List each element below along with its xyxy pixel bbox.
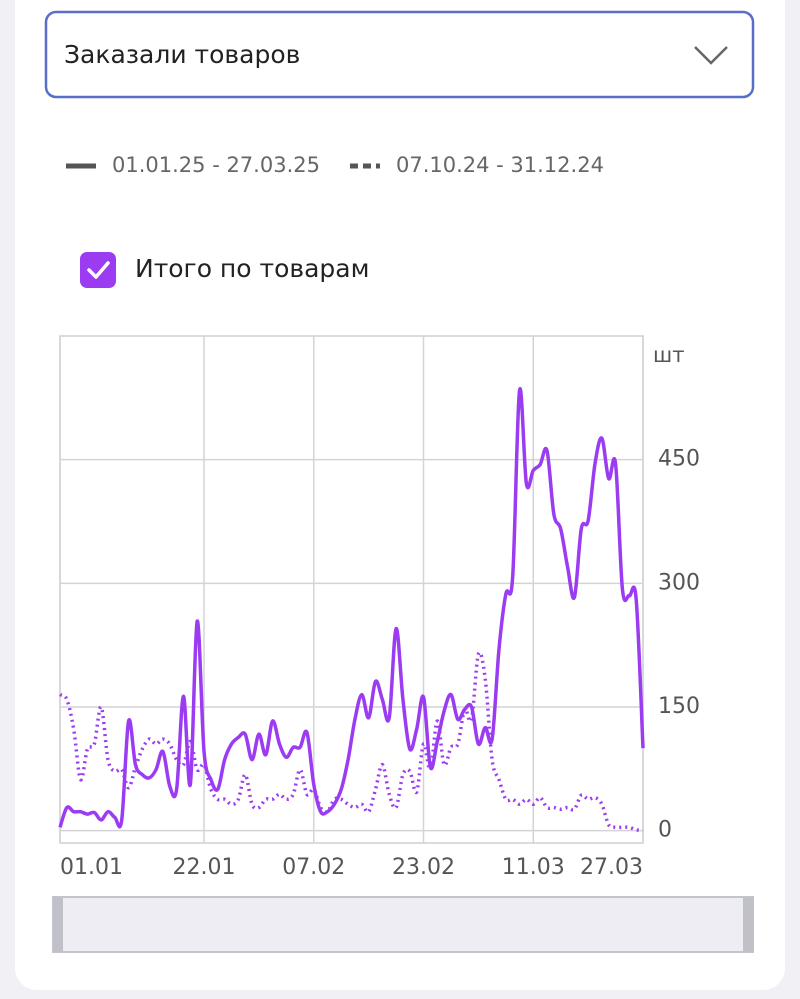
- x-tick-label: 07.02: [282, 855, 345, 880]
- checkmark: [87, 261, 110, 279]
- x-tick-label: 27.03: [580, 855, 643, 880]
- y-unit: шт: [653, 343, 684, 367]
- x-tick-label: 22.01: [173, 855, 236, 880]
- dropdown-label: Заказали товаров: [64, 40, 300, 69]
- checkbox-label: Итого по товарам: [135, 254, 370, 283]
- dropdown-box[interactable]: [44, 10, 755, 99]
- x-tick-label: 23.02: [392, 855, 455, 880]
- dropdown[interactable]: Заказали товаров: [44, 10, 755, 99]
- series-line: [58, 650, 644, 833]
- card: [15, 0, 785, 990]
- scroll-track[interactable]: [52, 896, 754, 953]
- y-tick-label: 150: [658, 694, 700, 719]
- scrollbar[interactable]: [52, 896, 754, 953]
- y-tick-label: 300: [658, 570, 700, 595]
- series-line: [58, 386, 645, 829]
- chart: шт 0 150 300 450 01.01 22.01 07.02 23.02 11.03 27.…: [58, 335, 700, 880]
- legend: 01.01.25 - 27.03.25 07.10.24 - 31.12.24: [66, 153, 604, 177]
- scroll-handle-left[interactable]: [53, 897, 63, 952]
- legend-label: 01.01.25 - 27.03.25: [112, 153, 320, 177]
- x-tick-label: 11.03: [502, 855, 565, 880]
- chevron: [694, 46, 728, 65]
- checkbox-box[interactable]: [80, 252, 116, 288]
- legend-label: 07.10.24 - 31.12.24: [396, 153, 604, 177]
- x-tick-label: 01.01: [60, 855, 123, 880]
- checkbox[interactable]: Итого по товарам: [80, 252, 370, 288]
- y-tick-label: 0: [658, 818, 672, 843]
- y-tick-label: 450: [658, 447, 700, 472]
- scroll-handle-right[interactable]: [743, 897, 753, 952]
